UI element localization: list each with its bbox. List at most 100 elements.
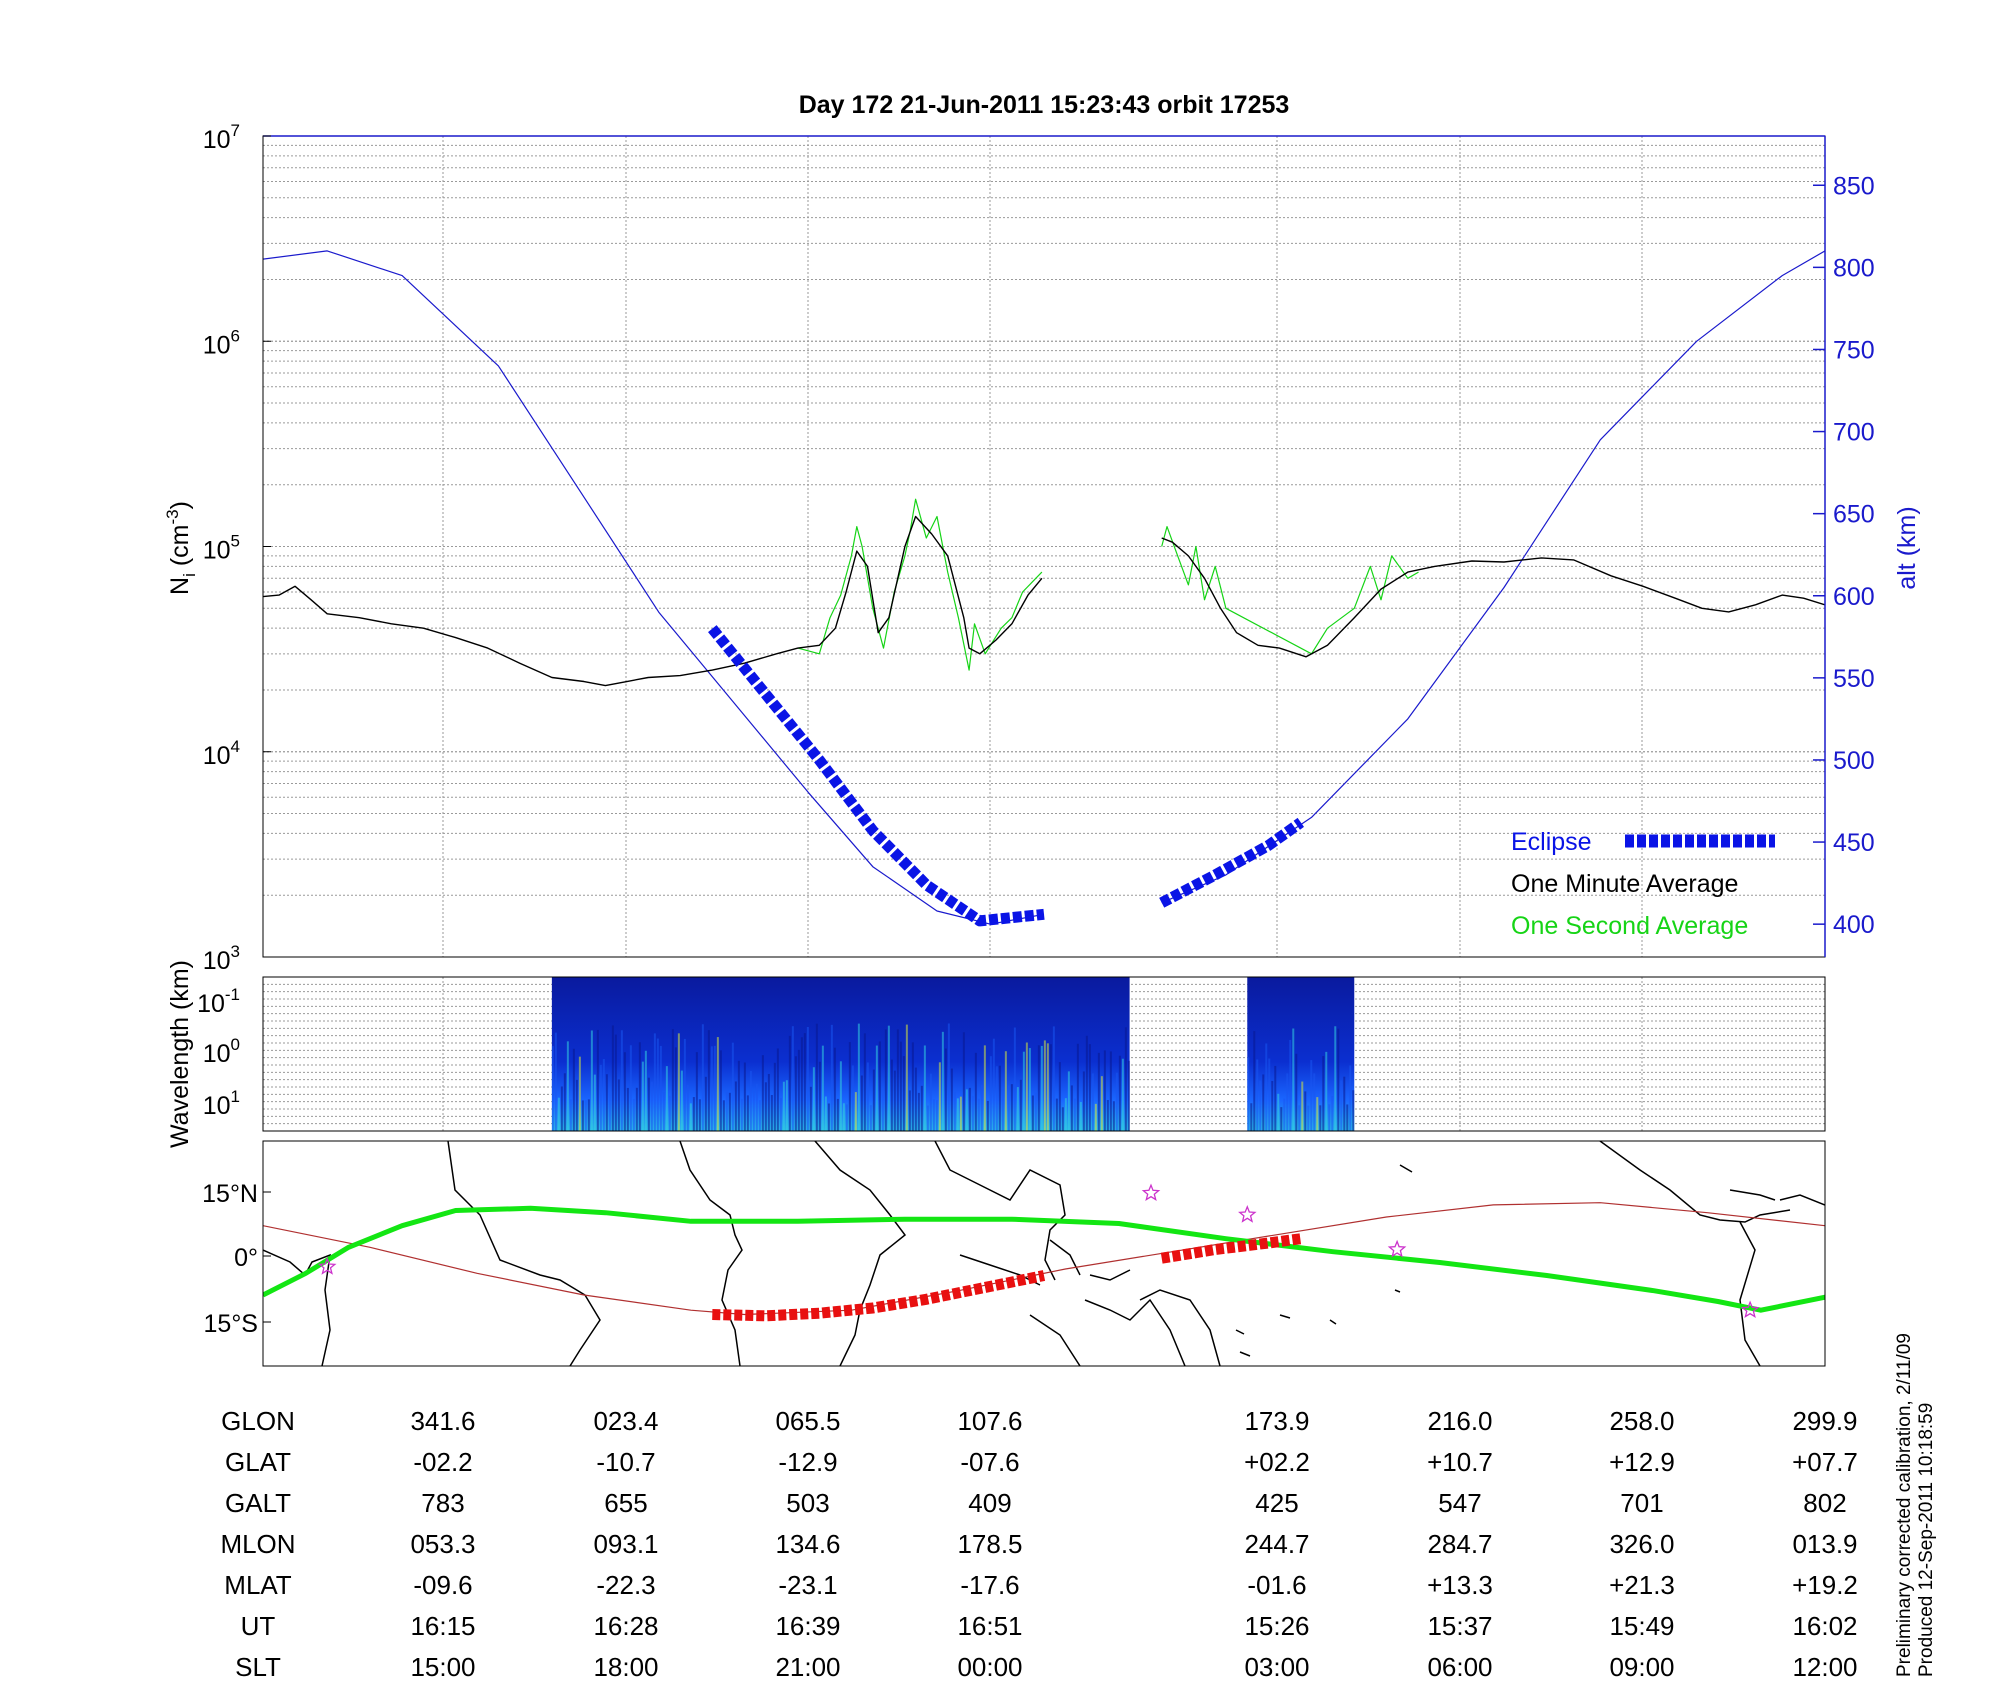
table-cell: -09.6	[413, 1570, 472, 1600]
table-row-label: GALT	[225, 1488, 291, 1518]
spectrogram-streak	[1052, 1026, 1055, 1131]
y2-tick-label: 800	[1833, 254, 1875, 282]
spectrogram-streak	[977, 1098, 980, 1131]
table-cell: 107.6	[957, 1406, 1022, 1436]
series-altitude-segment	[263, 250, 1045, 925]
tick-exponent: 3	[231, 942, 240, 961]
table-cell: 216.0	[1427, 1406, 1492, 1436]
tick-base: 10	[203, 537, 231, 565]
legend-eclipse-label: Eclipse	[1511, 828, 1592, 856]
spectrogram-streak	[578, 1056, 581, 1131]
spectrogram-streak	[1037, 1045, 1040, 1131]
legend-one-second-label: One Second Average	[1511, 912, 1748, 940]
spectrogram-streak	[794, 1056, 797, 1131]
spectrogram-streak	[1088, 1044, 1091, 1131]
panel3-frame	[263, 1141, 1825, 1366]
spectrogram-streak	[692, 1097, 695, 1131]
spectrogram-streak	[995, 1066, 998, 1131]
spectrogram-streak	[878, 1041, 881, 1131]
spectrogram-streak	[833, 1047, 836, 1131]
spectrogram-streak	[1043, 1040, 1046, 1131]
table-cell: -23.1	[778, 1570, 837, 1600]
spectrogram-streak	[1277, 1093, 1280, 1131]
spectrogram-streak	[650, 1081, 653, 1131]
spectrogram-streak	[581, 1100, 584, 1131]
spectrogram-streak	[809, 1086, 812, 1131]
coast-south-america-east	[447, 1141, 601, 1366]
table-cell: 547	[1438, 1488, 1481, 1518]
spectrogram-streak	[806, 1026, 809, 1131]
table-cell: 023.4	[593, 1406, 658, 1436]
table-cell: 16:28	[593, 1611, 658, 1641]
spectrogram-streak	[959, 1096, 962, 1131]
spectrogram-streak	[1079, 1102, 1082, 1131]
tick-base: 10	[203, 1092, 231, 1120]
spectrogram-streak	[683, 1038, 686, 1131]
spectrogram-streak	[974, 1052, 977, 1131]
y-tick-label: 103	[203, 942, 240, 975]
spectrogram-streak	[1070, 1085, 1073, 1131]
spectrogram-streak	[863, 1033, 866, 1131]
spectrogram-streak	[1298, 1105, 1301, 1131]
spectrogram-streak	[605, 1074, 608, 1131]
spectrogram-streak	[983, 1045, 986, 1131]
spectrogram-streak	[923, 1045, 926, 1131]
spectrogram-streak	[1256, 1059, 1259, 1131]
spectrogram-streak	[734, 1081, 737, 1131]
spectrogram-streak	[1019, 1079, 1022, 1131]
spectrogram-streak	[899, 1041, 902, 1131]
spectrogram-streak	[755, 1083, 758, 1131]
table-cell: -12.9	[778, 1447, 837, 1477]
spectrogram-streak	[656, 1038, 659, 1131]
spectrogram-streak	[590, 1030, 593, 1131]
table-cell: 425	[1255, 1488, 1298, 1518]
spectrogram-streak	[1058, 1062, 1061, 1131]
spectrogram-streak	[1325, 1051, 1328, 1131]
table-cell: -22.3	[596, 1570, 655, 1600]
table-cell: 655	[604, 1488, 647, 1518]
spectrogram-streak	[908, 1090, 911, 1131]
spectrogram-streak	[668, 1095, 671, 1131]
spectrogram-streak	[848, 1042, 851, 1131]
spectrogram-streak	[1313, 1073, 1316, 1131]
spectrogram-streak	[1007, 1085, 1010, 1131]
spectrogram-streak	[1262, 1074, 1265, 1131]
tick-base: 10	[197, 990, 225, 1018]
table-cell: 341.6	[410, 1406, 475, 1436]
spectrogram-streak	[635, 1087, 638, 1131]
table-row-label: SLT	[235, 1652, 281, 1682]
y-tick-label: 105	[203, 532, 240, 565]
left-y-axis-label: Ni (cm-3)	[163, 501, 199, 595]
spectrogram-streak	[929, 1073, 932, 1131]
spectrogram-streak	[911, 1042, 914, 1131]
table-cell: -01.6	[1247, 1570, 1306, 1600]
spectrogram-streak	[773, 1062, 776, 1131]
spectrogram-streak	[1025, 1042, 1028, 1131]
tick-exponent: 4	[231, 737, 240, 756]
table-cell: -02.2	[413, 1447, 472, 1477]
spectrogram-streak	[716, 1037, 719, 1131]
star-marker	[1141, 1183, 1161, 1202]
spectrogram-streak	[986, 1100, 989, 1131]
spectrogram-streak	[1352, 1090, 1355, 1131]
table-cell: +13.3	[1427, 1570, 1493, 1600]
table-cell: 16:39	[775, 1611, 840, 1641]
table-cell: 178.5	[957, 1529, 1022, 1559]
table-cell: +19.2	[1792, 1570, 1858, 1600]
table-row-label: GLAT	[225, 1447, 291, 1477]
coast-asia	[934, 1141, 1066, 1281]
tick-base: 10	[203, 126, 231, 154]
spectrogram-streak	[788, 1035, 791, 1131]
series-one-second-average-segment	[1161, 525, 1419, 655]
y2-tick-label: 750	[1833, 336, 1875, 364]
spectrogram-streak	[749, 1070, 752, 1131]
spectrogram-streak	[1337, 1028, 1340, 1131]
table-cell: 18:00	[593, 1652, 658, 1682]
spectrogram-streak	[1268, 1058, 1271, 1131]
spectrogram-streak	[854, 1092, 857, 1131]
spectrogram-streak	[782, 1081, 785, 1131]
ni-subscript: i	[180, 573, 199, 577]
spectrogram-streak	[1085, 1035, 1088, 1131]
spectrogram-streak	[1100, 1076, 1103, 1131]
